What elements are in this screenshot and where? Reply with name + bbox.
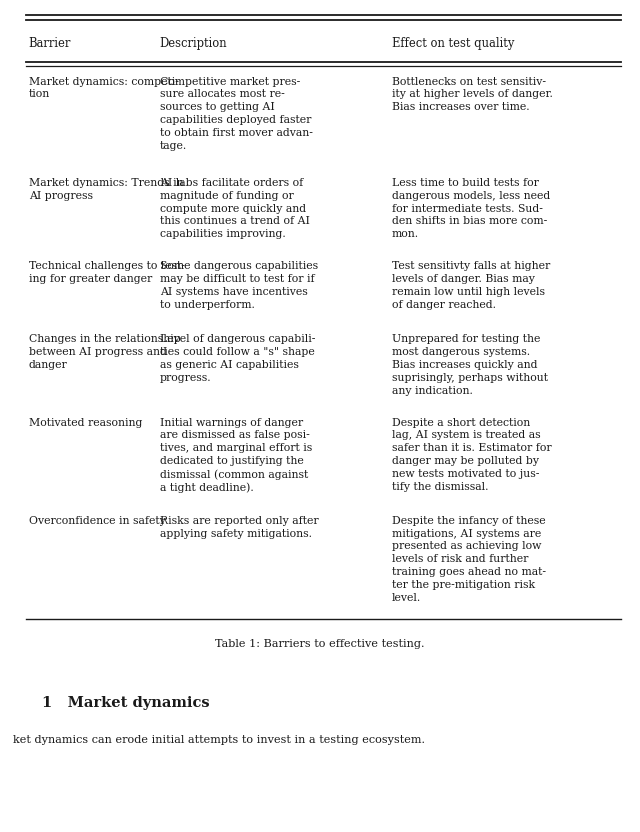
Text: Unprepared for testing the
most dangerous systems.
Bias increases quickly and
su: Unprepared for testing the most dangerou…: [392, 334, 548, 396]
Text: Description: Description: [160, 37, 227, 50]
Text: ket dynamics can erode initial attempts to invest in a testing ecosystem.: ket dynamics can erode initial attempts …: [13, 735, 425, 745]
Text: AI labs facilitate orders of
magnitude of funding or
compute more quickly and
th: AI labs facilitate orders of magnitude o…: [160, 178, 310, 240]
Text: Changes in the relationship
between AI progress and
danger: Changes in the relationship between AI p…: [29, 334, 180, 370]
Text: Despite the infancy of these
mitigations, AI systems are
presented as achieving : Despite the infancy of these mitigations…: [392, 516, 546, 602]
Text: Despite a short detection
lag, AI system is treated as
safer than it is. Estimat: Despite a short detection lag, AI system…: [392, 418, 552, 492]
Text: Barrier: Barrier: [29, 37, 71, 50]
Text: Motivated reasoning: Motivated reasoning: [29, 418, 142, 428]
Text: Less time to build tests for
dangerous models, less need
for intermediate tests.: Less time to build tests for dangerous m…: [392, 178, 550, 240]
Text: Risks are reported only after
applying safety mitigations.: Risks are reported only after applying s…: [160, 516, 318, 538]
Text: Test sensitivty falls at higher
levels of danger. Bias may
remain low until high: Test sensitivty falls at higher levels o…: [392, 261, 550, 310]
Text: Table 1: Barriers to effective testing.: Table 1: Barriers to effective testing.: [215, 639, 425, 649]
Text: Competitive market pres-
sure allocates most re-
sources to getting AI
capabilit: Competitive market pres- sure allocates …: [160, 77, 312, 151]
Text: Market dynamics: competi-
tion: Market dynamics: competi- tion: [29, 77, 179, 99]
Text: 1   Market dynamics: 1 Market dynamics: [42, 696, 209, 710]
Text: Level of dangerous capabili-
ties could follow a "s" shape
as generic AI capabil: Level of dangerous capabili- ties could …: [160, 334, 315, 383]
Text: Initial warnings of danger
are dismissed as false posi-
tives, and marginal effo: Initial warnings of danger are dismissed…: [160, 418, 312, 493]
Text: Some dangerous capabilities
may be difficult to test for if
AI systems have ince: Some dangerous capabilities may be diffi…: [160, 261, 318, 310]
Text: Market dynamics: Trends in
AI progress: Market dynamics: Trends in AI progress: [29, 178, 184, 201]
Text: Effect on test quality: Effect on test quality: [392, 37, 515, 50]
Text: Bottlenecks on test sensitiv-
ity at higher levels of danger.
Bias increases ove: Bottlenecks on test sensitiv- ity at hig…: [392, 77, 553, 112]
Text: Overconfidence in safety: Overconfidence in safety: [29, 516, 166, 526]
Text: Technical challenges to test-
ing for greater danger: Technical challenges to test- ing for gr…: [29, 261, 185, 284]
